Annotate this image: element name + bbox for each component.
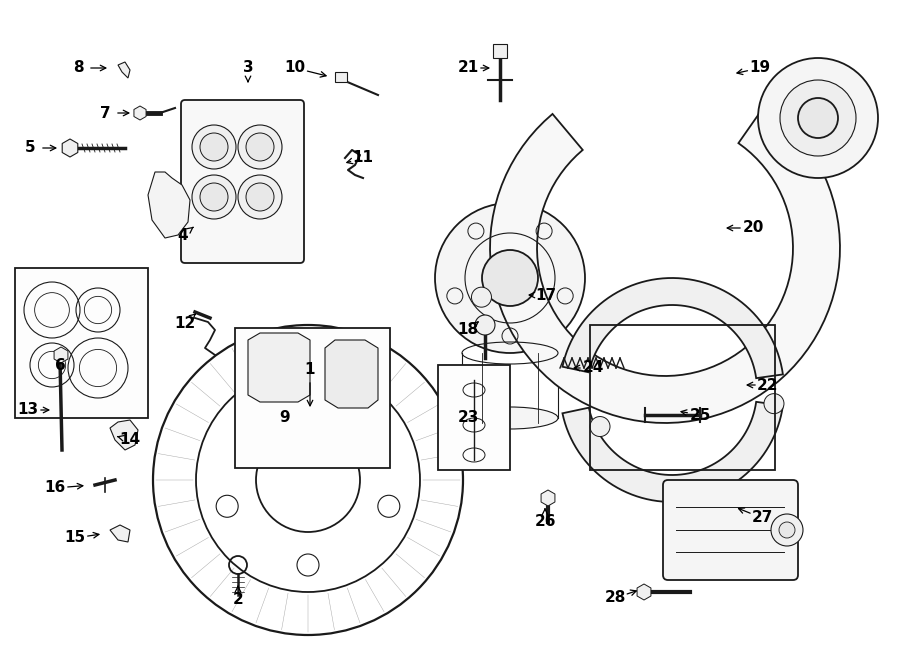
Circle shape — [482, 250, 538, 306]
Text: 24: 24 — [582, 361, 604, 375]
Text: 16: 16 — [44, 481, 66, 495]
FancyBboxPatch shape — [181, 100, 304, 263]
Text: 28: 28 — [604, 591, 626, 606]
Text: 15: 15 — [65, 530, 86, 545]
Circle shape — [200, 133, 228, 161]
Text: 26: 26 — [535, 514, 556, 530]
Text: 1: 1 — [305, 363, 315, 377]
Polygon shape — [118, 62, 130, 78]
Text: 5: 5 — [24, 140, 35, 156]
Text: 8: 8 — [73, 60, 84, 75]
Circle shape — [472, 287, 491, 307]
Circle shape — [192, 175, 236, 219]
Circle shape — [238, 175, 282, 219]
Polygon shape — [490, 105, 840, 423]
Text: 23: 23 — [457, 410, 479, 426]
Circle shape — [764, 394, 784, 414]
Bar — [493, 44, 507, 58]
Text: 6: 6 — [55, 357, 66, 373]
Polygon shape — [148, 172, 190, 238]
Circle shape — [779, 522, 795, 538]
Bar — [15, 268, 148, 418]
Bar — [438, 365, 510, 470]
Text: 14: 14 — [120, 432, 140, 448]
Circle shape — [475, 315, 495, 335]
Text: 13: 13 — [17, 402, 39, 418]
Circle shape — [798, 98, 838, 138]
Polygon shape — [325, 340, 378, 408]
Bar — [590, 325, 775, 470]
Ellipse shape — [462, 407, 558, 429]
Circle shape — [246, 183, 274, 211]
Circle shape — [780, 80, 856, 156]
Text: 27: 27 — [752, 510, 773, 526]
Circle shape — [435, 203, 585, 353]
Polygon shape — [110, 420, 138, 450]
Text: 25: 25 — [689, 408, 711, 422]
Text: 3: 3 — [243, 60, 253, 75]
Text: 4: 4 — [177, 228, 188, 242]
Text: 19: 19 — [750, 60, 770, 75]
Polygon shape — [248, 333, 310, 402]
Text: 12: 12 — [175, 316, 195, 330]
Text: 2: 2 — [232, 592, 243, 608]
Text: 20: 20 — [742, 220, 764, 236]
Polygon shape — [562, 402, 783, 502]
Text: 7: 7 — [100, 105, 111, 120]
Circle shape — [246, 133, 274, 161]
Text: 21: 21 — [457, 60, 479, 75]
Bar — [235, 328, 390, 468]
Text: 22: 22 — [757, 377, 778, 393]
Text: 10: 10 — [284, 60, 306, 75]
Text: 9: 9 — [280, 410, 291, 426]
Circle shape — [200, 183, 228, 211]
Polygon shape — [562, 278, 783, 378]
Polygon shape — [110, 525, 130, 542]
Text: 17: 17 — [536, 287, 556, 303]
Text: 18: 18 — [457, 322, 479, 338]
FancyBboxPatch shape — [663, 480, 798, 580]
Circle shape — [192, 125, 236, 169]
Circle shape — [758, 58, 878, 178]
Bar — [335, 72, 347, 82]
Text: 11: 11 — [353, 150, 374, 166]
Circle shape — [771, 514, 803, 546]
Circle shape — [590, 416, 610, 436]
Circle shape — [238, 125, 282, 169]
